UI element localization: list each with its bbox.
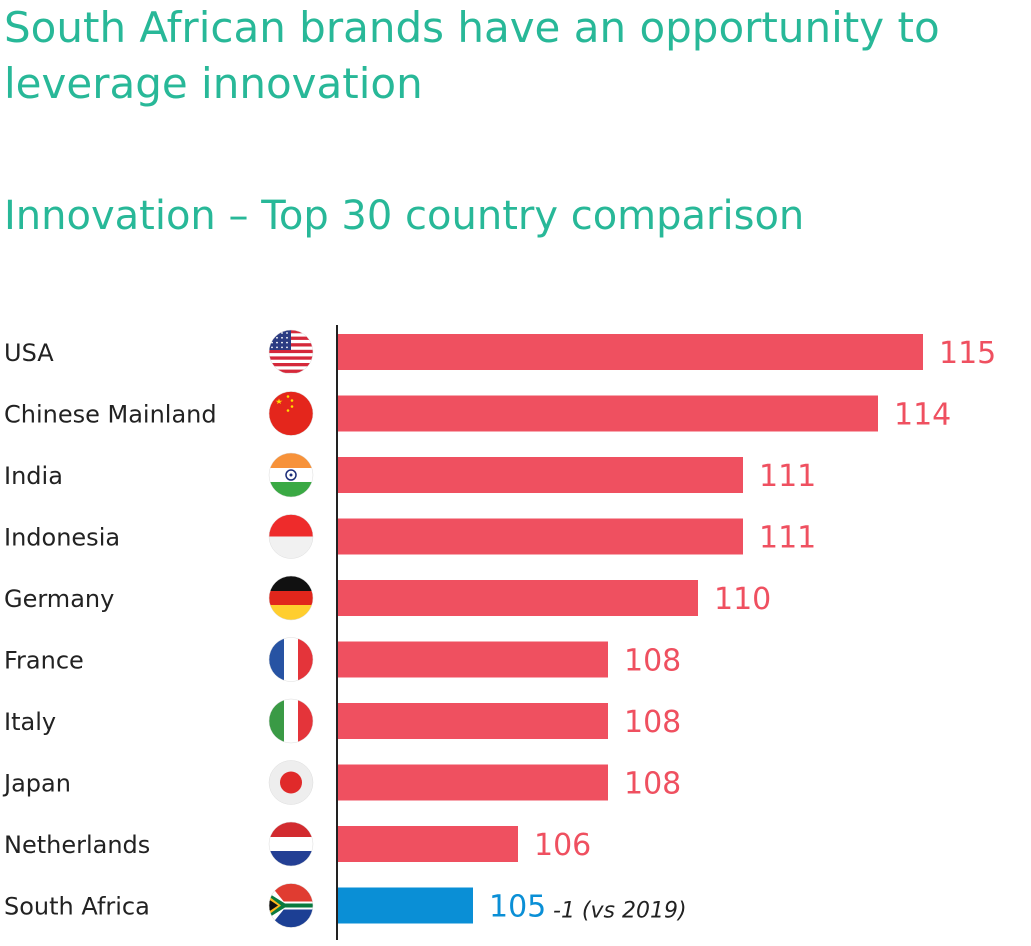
bar [338, 580, 698, 616]
value-label: 108 [624, 767, 681, 802]
value-label: 115 [939, 336, 996, 371]
bar [338, 887, 473, 924]
headline: South African brands have an opportunity… [4, 3, 940, 108]
us-flag-icon [268, 329, 314, 375]
value-label: 108 [624, 644, 681, 679]
bar-row-usa: USA 115 [4, 329, 996, 375]
bar-row-chinese-mainland: Chinese Mainland 114 [4, 391, 951, 436]
category-label: France [4, 647, 84, 675]
south-africa-flag-icon [268, 883, 314, 928]
value-label: 111 [759, 521, 816, 556]
category-label: USA [4, 339, 54, 367]
bar-row-italy: Italy 108 [4, 698, 681, 744]
italy-flag-icon [268, 698, 314, 744]
change-annotation: -1 (vs 2019) [553, 899, 687, 924]
bar [338, 703, 608, 739]
germany-flag-icon [268, 575, 314, 621]
netherlands-flag-icon [268, 821, 314, 867]
bar [338, 395, 878, 432]
category-label: Japan [2, 770, 71, 798]
chart-subtitle: Innovation – Top 30 country comparison [4, 193, 805, 239]
bar [338, 518, 743, 555]
category-label: Netherlands [4, 831, 150, 859]
value-label: 108 [624, 705, 681, 740]
category-label: India [4, 462, 63, 490]
value-label: 111 [759, 459, 816, 494]
value-label: 114 [894, 398, 951, 433]
bar-row-france: France 108 [4, 637, 681, 682]
value-label: 110 [714, 582, 771, 617]
india-flag-icon [268, 452, 314, 498]
bar-row-germany: Germany 110 [4, 575, 771, 621]
bar-row-japan: Japan 108 [2, 760, 681, 805]
bar [338, 334, 923, 370]
category-label: Chinese Mainland [4, 401, 217, 429]
japan-flag-icon [268, 760, 314, 805]
bar [338, 764, 608, 801]
indonesia-flag-icon [268, 514, 314, 559]
china-flag-icon [268, 391, 314, 436]
category-label: South Africa [4, 893, 150, 921]
category-label: Indonesia [4, 524, 120, 552]
bar [338, 457, 743, 493]
bar-row-netherlands: Netherlands 106 [4, 821, 591, 867]
bar-row-indonesia: Indonesia 111 [4, 514, 816, 559]
bar-row-india: India 111 [4, 452, 816, 498]
bar [338, 641, 608, 678]
france-flag-icon [268, 637, 314, 682]
value-label: 106 [534, 828, 591, 863]
category-label: Germany [4, 585, 114, 613]
value-label: 105 [489, 890, 546, 925]
bar-row-south-africa: South Africa 105 -1 (vs 2019) [4, 883, 687, 928]
category-label: Italy [4, 708, 56, 736]
bar [338, 826, 518, 862]
